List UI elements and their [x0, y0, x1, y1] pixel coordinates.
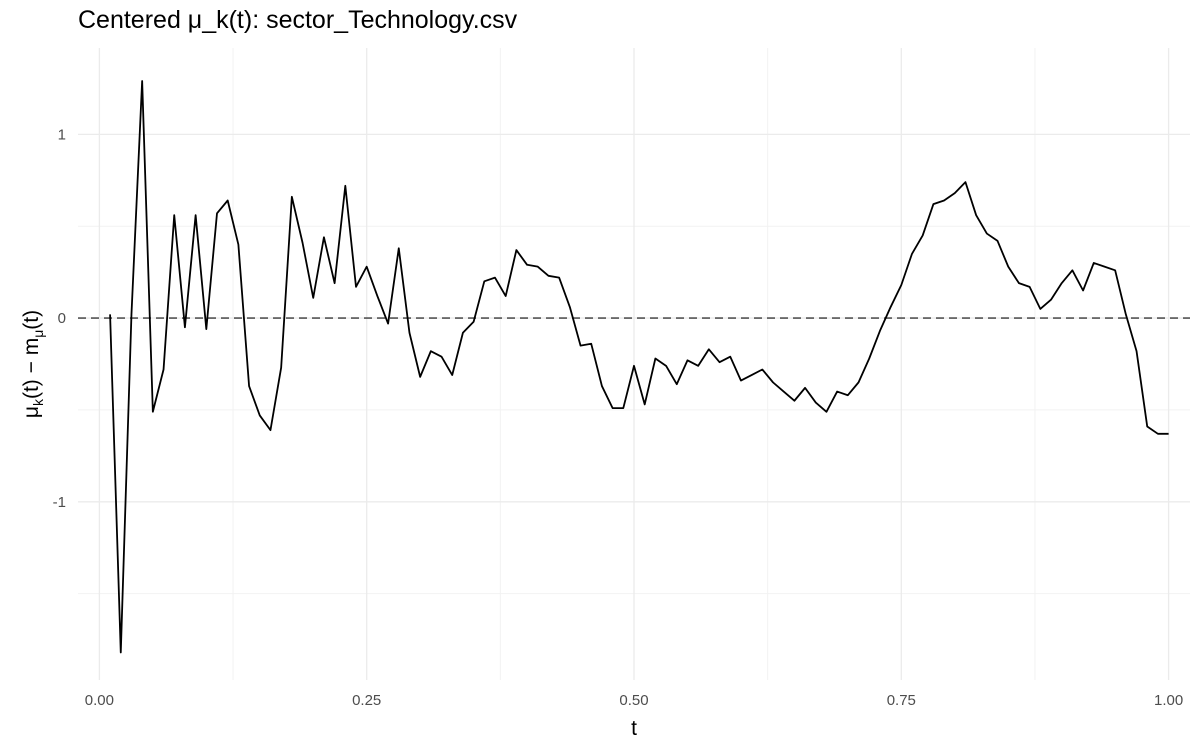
- y-axis-title-part: k: [30, 398, 46, 406]
- series-line: [109, 80, 1169, 654]
- y-axis-title-part: μ: [20, 406, 43, 418]
- y-axis-title-part: (t) − m: [20, 338, 43, 399]
- y-tick-label: 0: [58, 310, 66, 327]
- x-tick-label: 0.50: [619, 692, 648, 709]
- x-tick-label: 0.00: [85, 692, 114, 709]
- tick-labels: 0.00 0.25 0.50 0.75 1.00 -1 0 1: [53, 126, 1184, 709]
- x-tick-label: 0.25: [352, 692, 381, 709]
- x-tick-label: 0.75: [887, 692, 916, 709]
- y-tick-label: 1: [58, 126, 66, 143]
- y-axis-title-part: (t): [20, 310, 43, 330]
- y-tick-label: -1: [53, 494, 66, 511]
- x-axis-title: t: [631, 717, 637, 740]
- chart-title: Centered μ_k(t): sector_Technology.csv: [78, 6, 518, 34]
- y-axis-title: μk(t) − mμ(t): [20, 310, 46, 418]
- grid-lines: [78, 48, 1190, 680]
- x-tick-label: 1.00: [1154, 692, 1183, 709]
- y-axis-title-part: μ: [30, 330, 46, 338]
